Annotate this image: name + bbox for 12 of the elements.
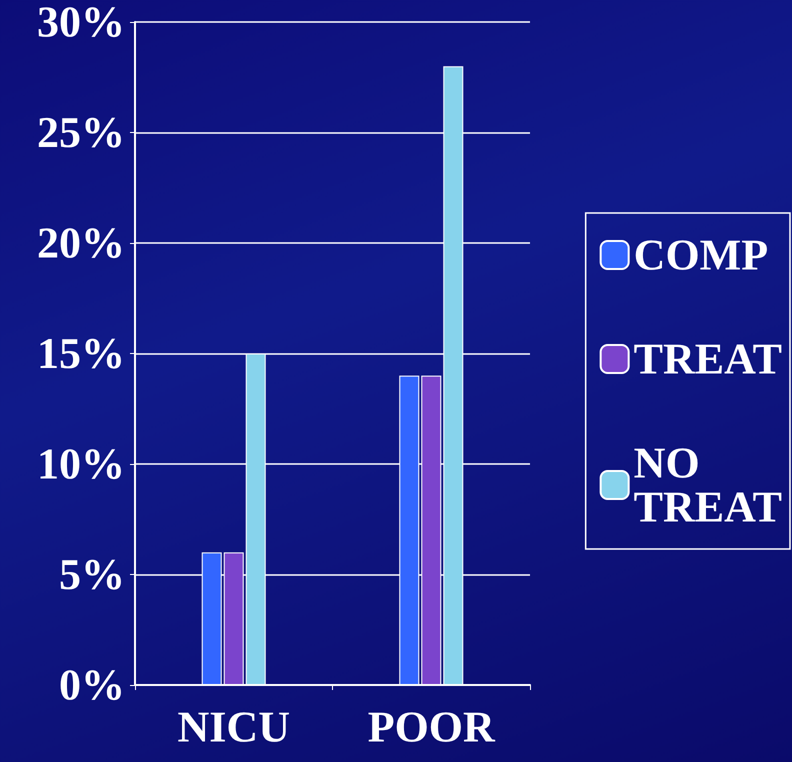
y-tick-label: 20% <box>37 218 125 268</box>
x-tick-label: NICU <box>178 702 290 752</box>
legend-label: COMP <box>634 230 768 280</box>
y-tick-label: 25% <box>37 108 125 157</box>
y-tick-label: 5% <box>59 550 125 599</box>
y-tick-label: 10% <box>37 440 125 488</box>
y-tick-label: 15% <box>37 329 125 378</box>
legend-label: NO TREAT <box>634 438 782 532</box>
y-tick-label: 0% <box>59 660 125 710</box>
y-tick-label: 30% <box>37 0 125 46</box>
x-tick-label: POOR <box>368 702 496 752</box>
legend-label: TREAT <box>634 334 782 384</box>
